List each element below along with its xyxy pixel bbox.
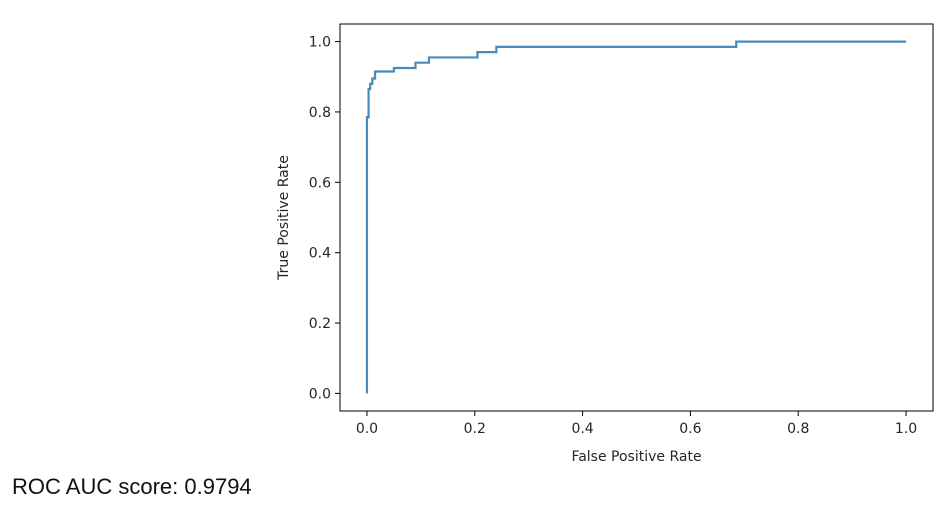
x-axis-label: False Positive Rate [571,449,701,465]
plot-area [365,40,907,394]
y-tick-label: 0.0 [309,386,331,402]
y-tick-label: 1.0 [309,35,331,51]
x-tick-label: 0.4 [571,421,593,437]
x-tick-label: 1.0 [895,421,917,437]
y-tick-label: 0.6 [309,175,331,191]
x-axis-ticks: 0.0 0.2 0.4 0.6 0.8 1.0 [356,411,917,437]
x-tick-label: 0.2 [464,421,486,437]
y-axis-label: True Positive Rate [276,155,292,281]
y-tick-label: 0.8 [309,105,331,121]
roc-auc-score: ROC AUC score: 0.9794 [12,474,252,499]
axes-frame [339,23,934,412]
x-tick-label: 0.8 [787,421,809,437]
y-tick-label: 0.2 [309,316,331,332]
x-tick-label: 0.6 [679,421,701,437]
y-tick-label: 0.4 [309,246,331,262]
y-axis-ticks: 0.0 0.2 0.4 0.6 0.8 1.0 [309,35,340,402]
roc-chart: 0.0 0.2 0.4 0.6 0.8 1.0 0.0 0.2 0.4 0.6 0.8 1.0 Fa… [276,23,934,465]
x-tick-label: 0.0 [356,421,378,437]
roc-curve-line [365,40,907,394]
